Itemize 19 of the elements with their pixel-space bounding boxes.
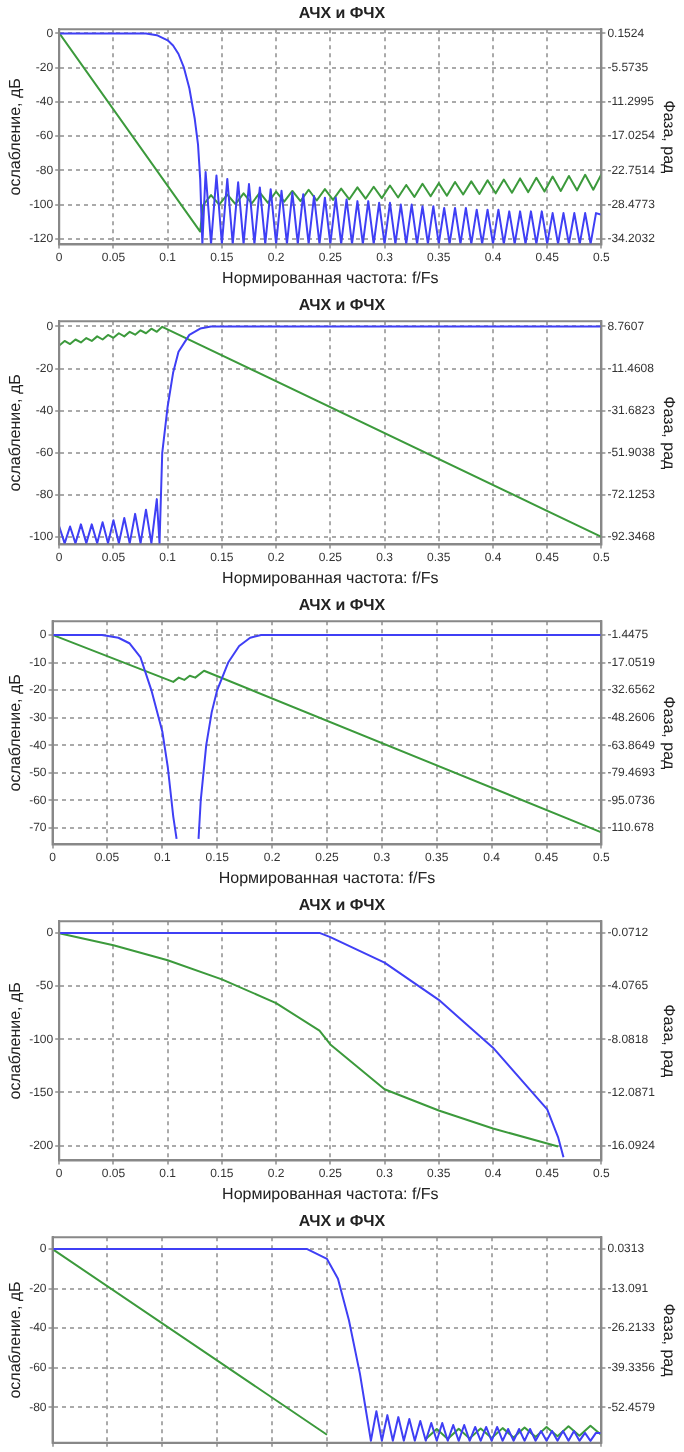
x-axis-title: Нормированная частота: f/Fs [222,1184,439,1203]
chart-title: АЧХ и ФЧХ [298,596,387,615]
y-axis-title: ослабление, дБ [6,982,25,1100]
y2-axis-title: Фаза, рад [659,396,678,471]
chart-title: АЧХ и ФЧХ [298,4,387,23]
y2-axis-title: Фаза, рад [659,1303,678,1378]
y-axis-title: ослабление, дБ [6,374,25,492]
y-axis-title: ослабление, дБ [6,78,25,196]
x-axis-title: Нормированная частота: f/Fs [222,268,439,287]
chart-title: АЧХ и ФЧХ [298,296,387,315]
x-axis-title: Нормированная частота: f/Fs [218,868,436,887]
chart-title: АЧХ и ФЧХ [298,1212,387,1231]
y2-axis-title: Фаза, рад [659,1004,678,1079]
y-axis-title: ослабление, дБ [6,674,25,792]
chart-title: АЧХ и ФЧХ [298,896,387,915]
x-axis-title: Нормированная частота: f/Fs [222,568,439,587]
y-axis-title: ослабление, дБ [6,1281,25,1399]
y2-axis-title: Фаза, рад [659,100,678,175]
y2-axis-title: Фаза, рад [659,696,678,771]
